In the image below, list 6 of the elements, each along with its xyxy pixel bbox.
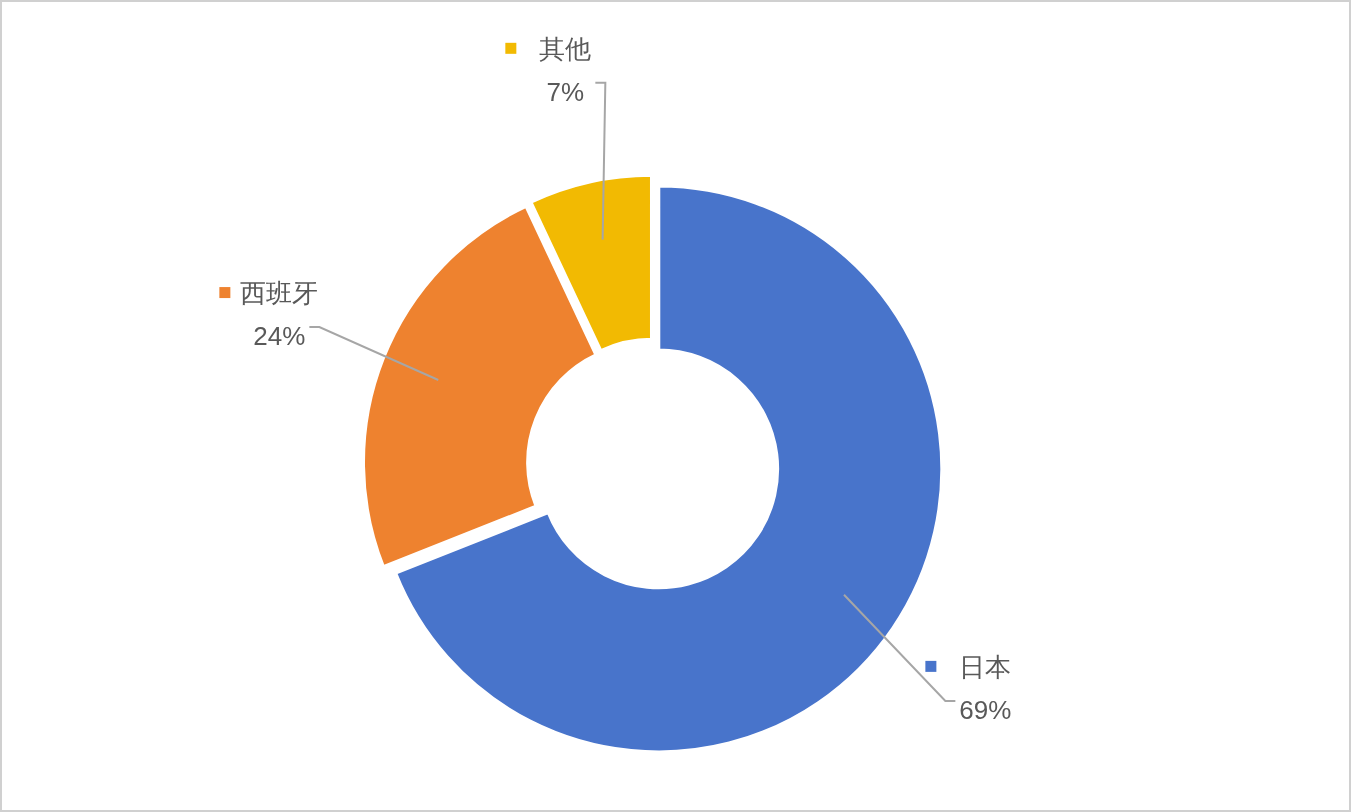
legend-label: 日本 — [959, 651, 1012, 682]
legend-label: 西班牙 — [240, 278, 319, 309]
legend-label: 其他 — [539, 33, 592, 64]
data-label: 24% — [253, 321, 306, 352]
data-label: 69% — [959, 694, 1012, 725]
data-label: 7% — [546, 76, 585, 107]
